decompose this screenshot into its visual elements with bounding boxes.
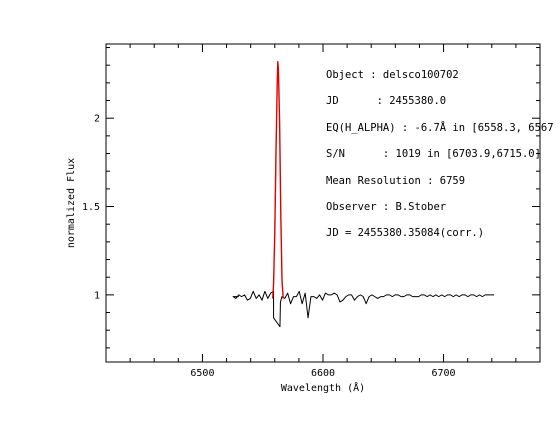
y-axis-label: normalized Flux bbox=[66, 158, 77, 248]
spectrum-series bbox=[232, 60, 495, 328]
x-tick-label: 6700 bbox=[432, 368, 456, 379]
x-axis-label: Wavelength (Å) bbox=[281, 381, 365, 394]
annotation-mean-resolution: Mean Resolution : 6759 bbox=[326, 175, 465, 187]
annotation-object: Object : delsco100702 bbox=[326, 69, 459, 81]
plot-frame bbox=[105, 43, 541, 363]
annotation-eq-halpha: EQ(H_ALPHA) : -6.7Å in [6558.3, 6567 bbox=[326, 121, 554, 134]
y-tick-label: 1.5 bbox=[82, 202, 100, 213]
annotation-jd: JD : 2455380.0 bbox=[326, 95, 446, 107]
annotation-observer: Observer : B.Stober bbox=[326, 201, 446, 213]
h-alpha-line bbox=[272, 60, 284, 299]
annotation-block: Object : delsco100702 JD : 2455380.0 EQ(… bbox=[326, 69, 554, 239]
annotation-sn: S/N : 1019 in [6703.9,6715.0] bbox=[326, 148, 541, 160]
x-tick-label: 6500 bbox=[190, 368, 214, 379]
annotation-jd-corrected: JD = 2455380.35084(corr.) bbox=[326, 227, 484, 239]
axis-ticks: 6500 6600 6700 1 1.5 2 bbox=[82, 44, 540, 379]
spectrum-line bbox=[232, 290, 495, 328]
y-tick-label: 1 bbox=[94, 290, 100, 301]
y-tick-label: 2 bbox=[94, 114, 100, 125]
x-tick-label: 6600 bbox=[311, 368, 335, 379]
